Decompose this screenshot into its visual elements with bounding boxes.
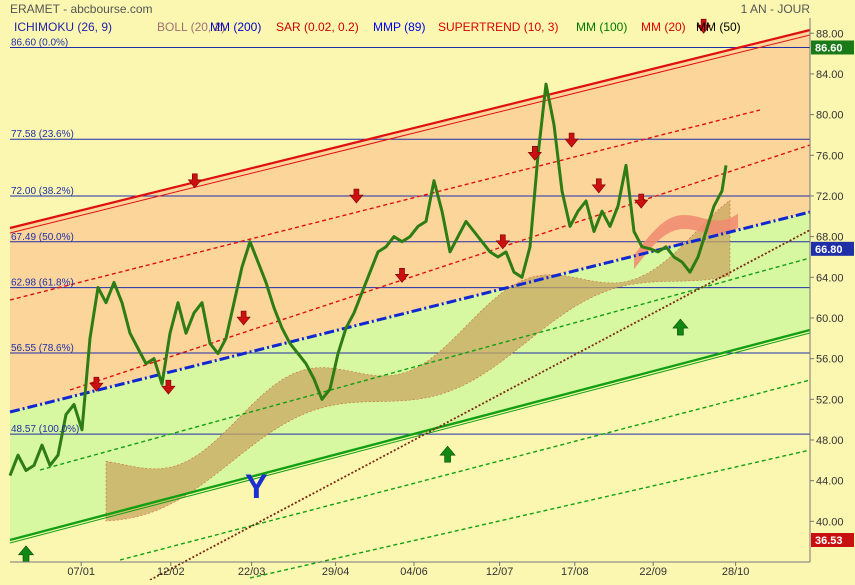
x-tick-label: 22/09 xyxy=(639,566,667,578)
y-tick-label: 84.00 xyxy=(816,69,844,81)
y-tick-label: 52.00 xyxy=(816,394,844,406)
y-tick-label: 48.00 xyxy=(816,435,844,447)
fib-label: 62.98 (61.8%) xyxy=(11,278,74,289)
bearish-channel-zone xyxy=(10,30,810,412)
sell-signal-arrow xyxy=(495,234,510,250)
legend-item: MMP (89) xyxy=(373,20,425,34)
fib-label: 56.55 (78.6%) xyxy=(11,343,74,354)
sell-signal-arrow xyxy=(349,188,364,204)
trendlines xyxy=(9,28,811,581)
legend-item: MM (50) xyxy=(696,20,741,34)
y-tick-label: 68.00 xyxy=(816,232,844,244)
price-series xyxy=(8,82,728,477)
x-tick-label: 12/02 xyxy=(157,566,185,578)
x-tick-label: 28/10 xyxy=(722,566,750,578)
y-tick-label: 80.00 xyxy=(816,110,844,122)
sell-signal-arrow xyxy=(236,310,251,326)
fib-top-badge: 86.60 xyxy=(815,42,843,54)
sell-signal-arrow xyxy=(89,376,104,392)
x-tick-label: 17/08 xyxy=(561,566,589,578)
y-tick-label: 76.00 xyxy=(816,150,844,162)
fib-label: 77.58 (23.6%) xyxy=(11,129,74,140)
fib-label: 86.60 (0.0%) xyxy=(11,37,68,48)
cloud-band-bearish xyxy=(634,213,738,270)
fib-label: 48.57 (100.0%) xyxy=(11,424,79,435)
y-tick-label: 56.00 xyxy=(816,354,844,366)
x-tick-label: 12/07 xyxy=(486,566,514,578)
buy-signal-arrow xyxy=(439,445,456,463)
legend-item: MM (200) xyxy=(210,20,261,34)
sell-signal-arrow xyxy=(696,18,711,34)
last-price-badge: 66.80 xyxy=(815,244,843,256)
buy-signal-arrow xyxy=(17,545,35,563)
y-tick-label: 88.00 xyxy=(816,28,844,40)
fib-top-badge-bg xyxy=(811,40,854,55)
period-label: 1 AN - JOUR xyxy=(741,2,811,16)
legend-item: BOLL (20, 2) xyxy=(157,20,225,34)
y-tick-label: 64.00 xyxy=(816,272,844,284)
x-axis-ticks: 07/01 12/02 22/03 29/04 04/06 12/07 17/08 22/09… xyxy=(67,562,749,578)
support-line-dashed-1 xyxy=(39,257,811,471)
resistance-line-upper-inner xyxy=(9,34,811,234)
fib-label: 67.49 (50.0%) xyxy=(11,232,74,243)
legend-item: MM (20) xyxy=(641,20,686,34)
low-badge-bg xyxy=(811,533,854,547)
resistance-line-dashed-2 xyxy=(69,144,811,391)
resistance-line-upper xyxy=(9,28,811,230)
sell-signal-arrow xyxy=(187,173,202,189)
y-axis-ticks: 40.00 44.00 48.00 52.00 56.00 60.00 64.00 68.00… xyxy=(810,28,844,528)
fib-label: 72.00 (38.2%) xyxy=(11,186,74,197)
indicator-legend: ICHIMOKU (26, 9) BOLL (20, 2)MM (200) SAR … xyxy=(14,20,741,34)
ichimoku-cloud xyxy=(105,199,738,522)
y-tick-label: 72.00 xyxy=(816,191,844,203)
resistance-line-dashed-1 xyxy=(9,109,761,301)
y-tick-label: 40.00 xyxy=(816,516,844,528)
legend-item: ICHIMOKU (26, 9) xyxy=(14,20,112,34)
legend-item: SAR (0.02, 0.2) xyxy=(276,20,359,34)
x-tick-label: 07/01 xyxy=(67,566,95,578)
signal-arrows xyxy=(17,18,711,563)
y-tick-label: 44.00 xyxy=(816,476,844,488)
price-badges: 86.60 66.80 36.53 xyxy=(811,40,854,547)
buy-signal-arrow xyxy=(672,318,689,336)
support-line-dashed-3 xyxy=(249,449,811,579)
support-line-lower-inner xyxy=(9,332,811,544)
mm200-line xyxy=(9,210,811,414)
low-badge: 36.53 xyxy=(815,535,843,547)
sell-signal-arrow xyxy=(161,379,176,395)
x-tick-label: 22/03 xyxy=(238,566,266,578)
support-line-lower xyxy=(9,328,811,542)
sell-signal-arrow xyxy=(527,146,542,161)
chart-title: ERAMET - abcbourse.com xyxy=(10,2,153,16)
mm50-line xyxy=(149,229,811,581)
annotation-label: Y xyxy=(245,468,268,506)
sell-signal-arrow xyxy=(591,178,606,194)
sell-signal-arrow xyxy=(394,268,410,283)
price-line xyxy=(8,82,728,477)
legend-item: SUPERTREND (10, 3) xyxy=(438,20,558,34)
sell-signal-arrow xyxy=(634,193,649,209)
last-price-badge-bg xyxy=(811,241,854,256)
x-tick-label: 29/04 xyxy=(322,566,350,578)
sell-signal-arrow xyxy=(564,132,579,148)
x-tick-label: 04/06 xyxy=(400,566,428,578)
y-tick-label: 60.00 xyxy=(816,313,844,325)
cloud-band xyxy=(105,199,731,522)
fibonacci-labels: 86.60 (0.0%) 77.58 (23.6%) 72.00 (38.2%) 67… xyxy=(11,37,79,435)
fibonacci-levels xyxy=(10,46,810,435)
legend-item: MM (100) xyxy=(576,20,627,34)
